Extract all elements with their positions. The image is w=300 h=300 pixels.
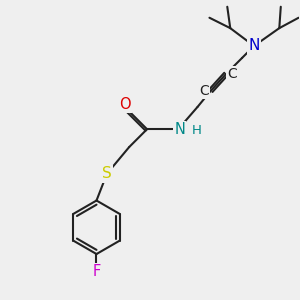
- Text: H: H: [192, 124, 202, 137]
- Text: N: N: [248, 38, 260, 53]
- Text: F: F: [92, 264, 101, 279]
- Text: S: S: [102, 166, 112, 181]
- Text: N: N: [174, 122, 185, 137]
- Text: O: O: [119, 97, 131, 112]
- Text: C: C: [200, 84, 209, 98]
- Text: C: C: [227, 67, 237, 81]
